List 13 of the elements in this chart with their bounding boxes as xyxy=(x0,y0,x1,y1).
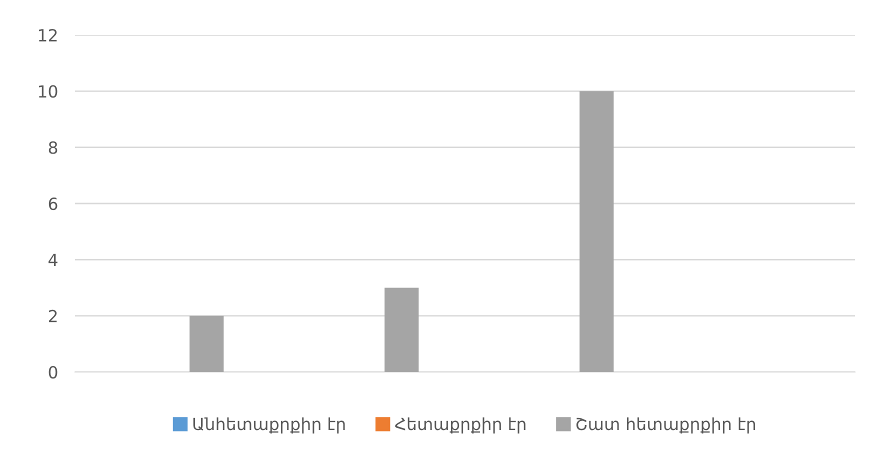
y-tick-label: 6 xyxy=(48,197,58,210)
y-tick-label: 0 xyxy=(48,366,58,379)
y-tick-label: 12 xyxy=(38,28,57,42)
legend-label: Շատ հետաքրքիր էր xyxy=(576,417,756,434)
bar xyxy=(190,316,224,372)
bar xyxy=(384,288,419,372)
legend-label: Անհետաքրքիր էր xyxy=(193,417,345,434)
y-tick-label: 8 xyxy=(48,141,58,154)
y-tick-label: 10 xyxy=(38,85,58,98)
y-tick-label: 2 xyxy=(48,310,57,322)
bar xyxy=(580,91,614,372)
legend-label: Հետաքրքիր էր xyxy=(395,417,526,434)
y-tick-label: 4 xyxy=(48,254,58,266)
